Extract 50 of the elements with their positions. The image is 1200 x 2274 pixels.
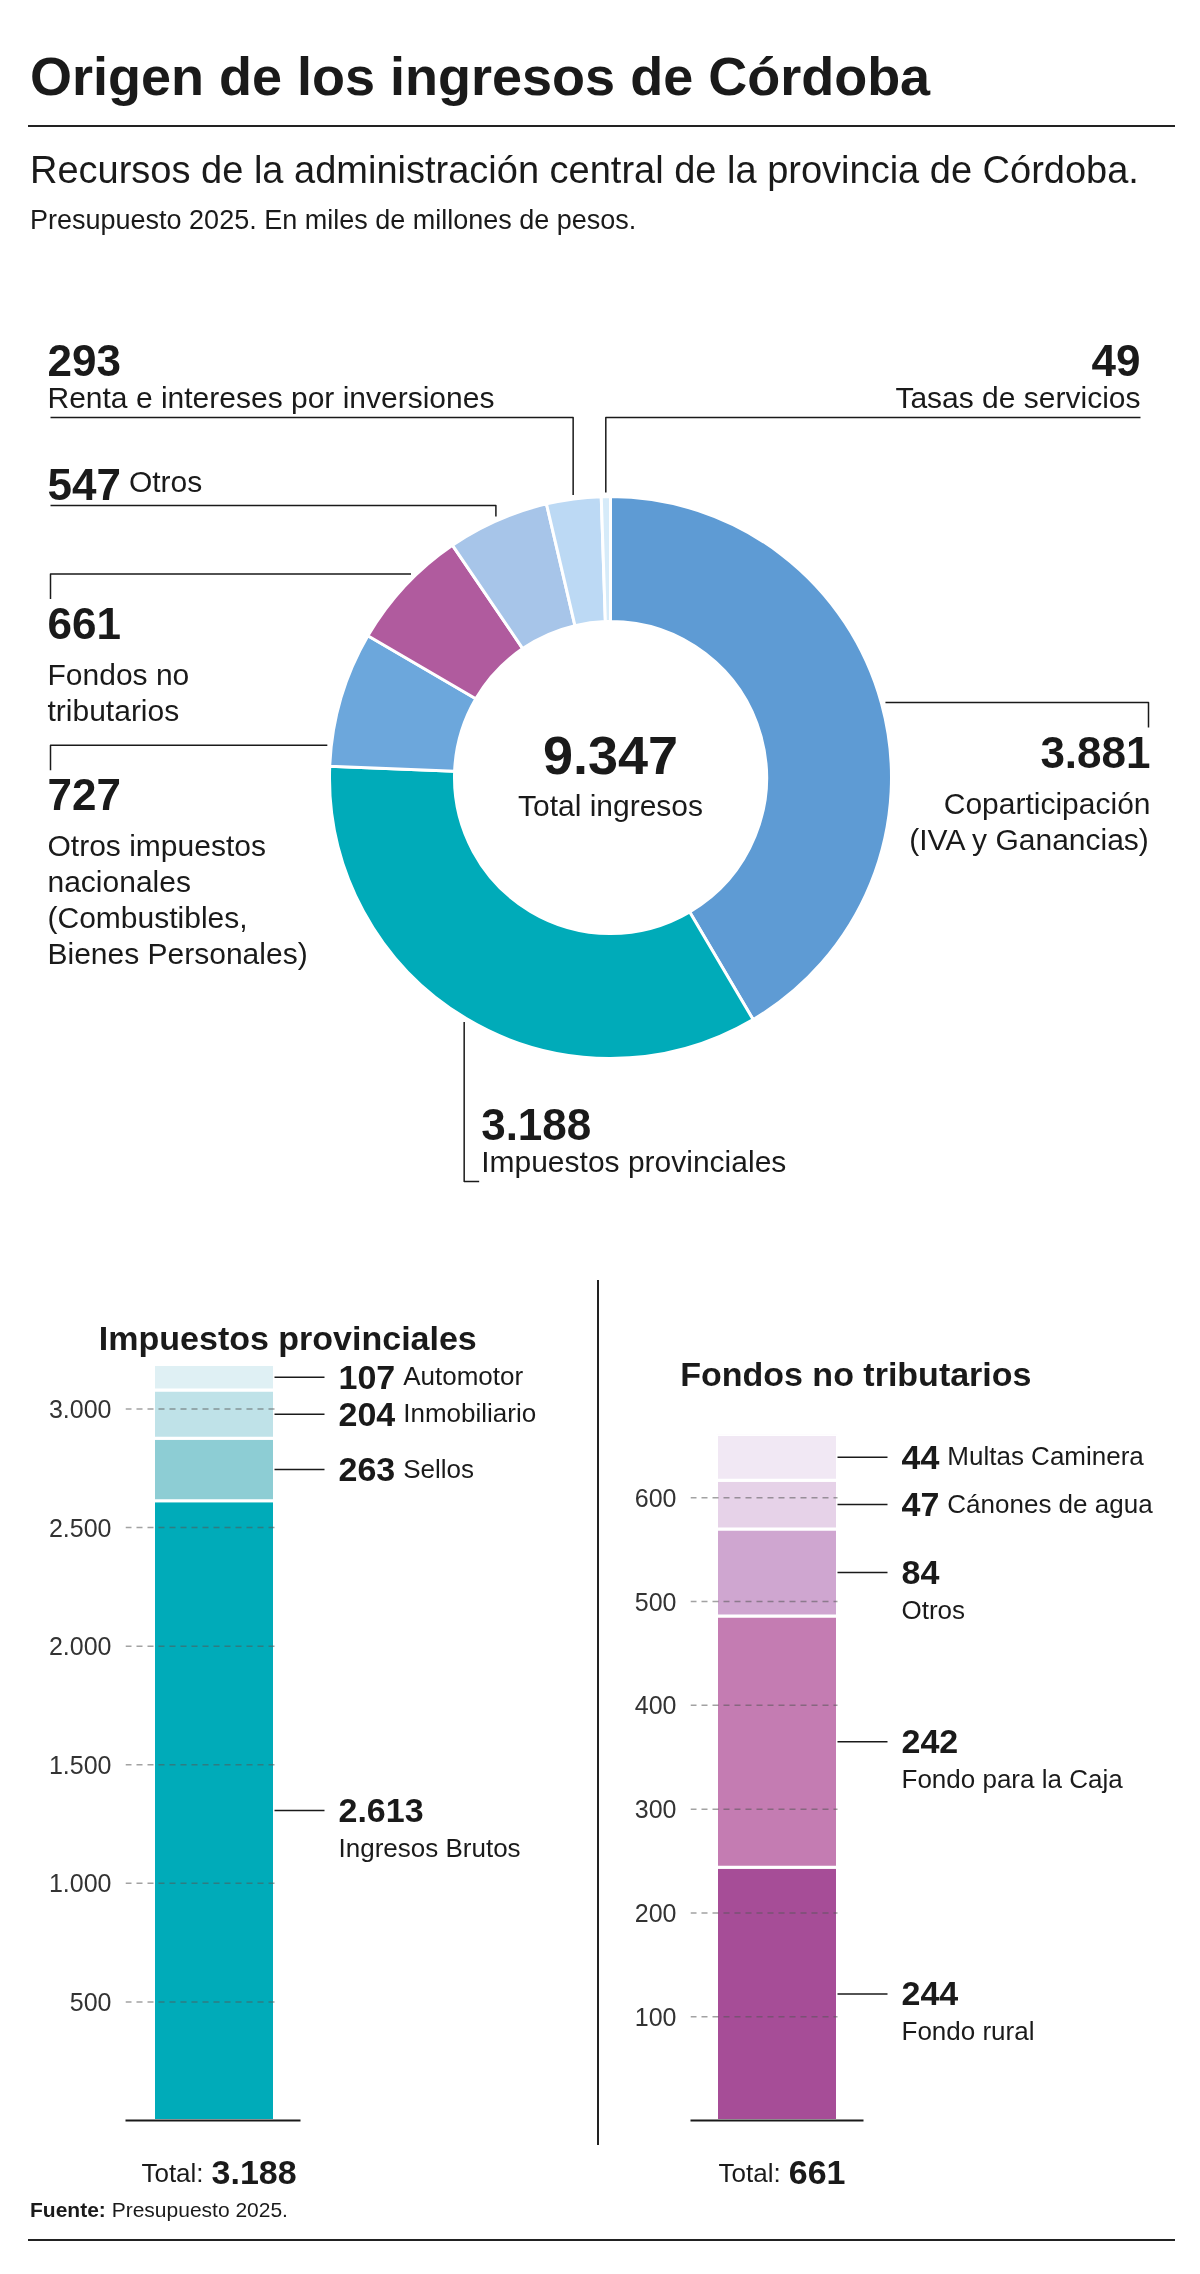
y-tick-label: 2.000: [48, 1632, 112, 1661]
text: Ingresos Brutos: [338, 1832, 521, 1863]
data-label: 3.881: [1040, 727, 1151, 777]
y-tick-label: 2.500: [48, 1513, 112, 1542]
data-label: 84: [901, 1553, 940, 1592]
data-label: 727: [47, 770, 121, 820]
text: 9.347: [542, 725, 679, 785]
slice-label: Otros: [128, 464, 203, 498]
data-label: 44: [901, 1437, 940, 1476]
y-tick-label: 100: [634, 2002, 677, 2031]
text: Fondo rural: [901, 2015, 1035, 2046]
y-tick-label: 500: [634, 1587, 677, 1616]
data-label: 242: [901, 1722, 959, 1761]
text: Otros: [901, 1594, 966, 1625]
y-tick-label: 500: [69, 1987, 112, 2016]
slice-label: Coparticipación (IVA y Ganancias): [909, 786, 1151, 856]
text: Total:: [141, 2157, 204, 2188]
slice-label: Otros impuestos nacionales (Combustibles, Bienes Personales): [47, 829, 308, 971]
chart-title: Impuestos provinciales: [98, 1318, 477, 1357]
y-tick-label: 400: [634, 1691, 677, 1720]
data-label: 47: [901, 1485, 940, 1524]
data-label: 204: [338, 1394, 396, 1433]
data-label: 661: [47, 598, 121, 648]
text: Cánones de agua: [947, 1488, 1154, 1519]
y-tick-label: 300: [634, 1795, 677, 1824]
y-tick-label: 1.500: [48, 1750, 112, 1779]
data-label: 2.613: [338, 1791, 424, 1830]
text: Inmobiliario: [403, 1398, 537, 1429]
text: Total ingresos: [517, 789, 704, 822]
y-tick-label: 200: [634, 1898, 677, 1927]
y-tick-label: 3.000: [48, 1394, 112, 1423]
y-tick-label: 600: [634, 1483, 677, 1512]
source-note: Fuente: Presupuesto 2025.: [30, 2198, 288, 2221]
text: Sellos: [403, 1453, 475, 1484]
text: Multas Caminera: [947, 1441, 1145, 1472]
text: Total:: [718, 2157, 781, 2188]
y-tick-label: 1.000: [48, 1869, 112, 1898]
data-label: 244: [901, 1974, 959, 2013]
chart-subtitle: Recursos de la administración central de la provincia de Córdoba.: [29, 148, 1140, 193]
total-label: 661: [788, 2153, 846, 2191]
chart-title: Origen de los ingresos de Córdoba: [29, 45, 932, 108]
total-label: 3.188: [211, 2153, 297, 2191]
data-label: 263: [338, 1450, 396, 1489]
chart-title: Fondos no tributarios: [680, 1355, 1032, 1394]
data-label: 547: [47, 459, 121, 509]
text: Presupuesto 2025. En miles de millones de pesos.: [29, 204, 638, 237]
text: Fondo para la Caja: [901, 1763, 1124, 1794]
text: Automotor: [403, 1361, 524, 1392]
slice-label: Fondos no tributarios: [47, 657, 190, 727]
data-label: 107: [338, 1357, 396, 1396]
